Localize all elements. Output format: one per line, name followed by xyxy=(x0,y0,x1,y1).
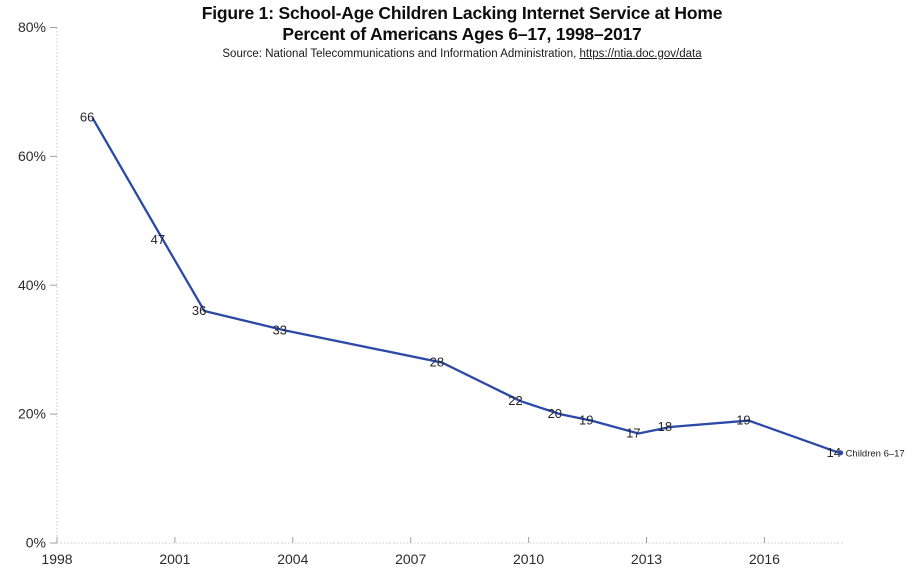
data-point-label: 47 xyxy=(151,232,165,247)
data-point-label: 66 xyxy=(80,110,94,125)
y-axis-tick-label: 20% xyxy=(18,406,46,422)
data-point-label: 20 xyxy=(548,406,562,421)
chart-title: Figure 1: School-Age Children Lacking In… xyxy=(201,3,723,23)
chart-source-line: Source: National Telecommunications and … xyxy=(0,48,924,60)
data-point-label: 22 xyxy=(508,393,522,408)
y-axis-tick-label: 40% xyxy=(18,277,46,293)
y-axis-tick-label: 60% xyxy=(18,148,46,164)
data-point-label: 19 xyxy=(736,413,750,428)
y-axis-tick-label: 80% xyxy=(18,19,46,35)
x-axis-tick-label: 1998 xyxy=(41,551,72,567)
y-axis-tick-label: 0% xyxy=(26,535,46,551)
data-point-label: 36 xyxy=(192,303,206,318)
source-text: Source: National Telecommunications and … xyxy=(222,48,580,60)
data-line xyxy=(91,117,840,454)
x-axis-tick-label: 2013 xyxy=(631,551,662,567)
x-axis-tick-label: 2001 xyxy=(159,551,190,567)
x-axis-tick-label: 2010 xyxy=(513,551,544,567)
x-axis-tick-label: 2004 xyxy=(277,551,308,567)
data-point-label: 19 xyxy=(579,413,593,428)
data-point-label: 33 xyxy=(272,322,286,337)
data-point-label: 17 xyxy=(626,425,640,440)
x-axis-tick-label: 2016 xyxy=(749,551,780,567)
series-end-marker-dot xyxy=(837,450,844,456)
series-label: Children 6–17 xyxy=(846,448,905,459)
data-point-label: 18 xyxy=(658,419,672,434)
source-link[interactable]: https://ntia.doc.gov/data xyxy=(579,48,702,60)
data-point-label: 14 xyxy=(827,445,841,460)
data-point-label: 28 xyxy=(430,355,444,370)
chart-header: Figure 1: School-Age Children Lacking In… xyxy=(0,3,924,60)
x-axis-tick-label: 2007 xyxy=(395,551,426,567)
chart-subtitle: Percent of Americans Ages 6–17, 1998–201… xyxy=(282,24,642,44)
